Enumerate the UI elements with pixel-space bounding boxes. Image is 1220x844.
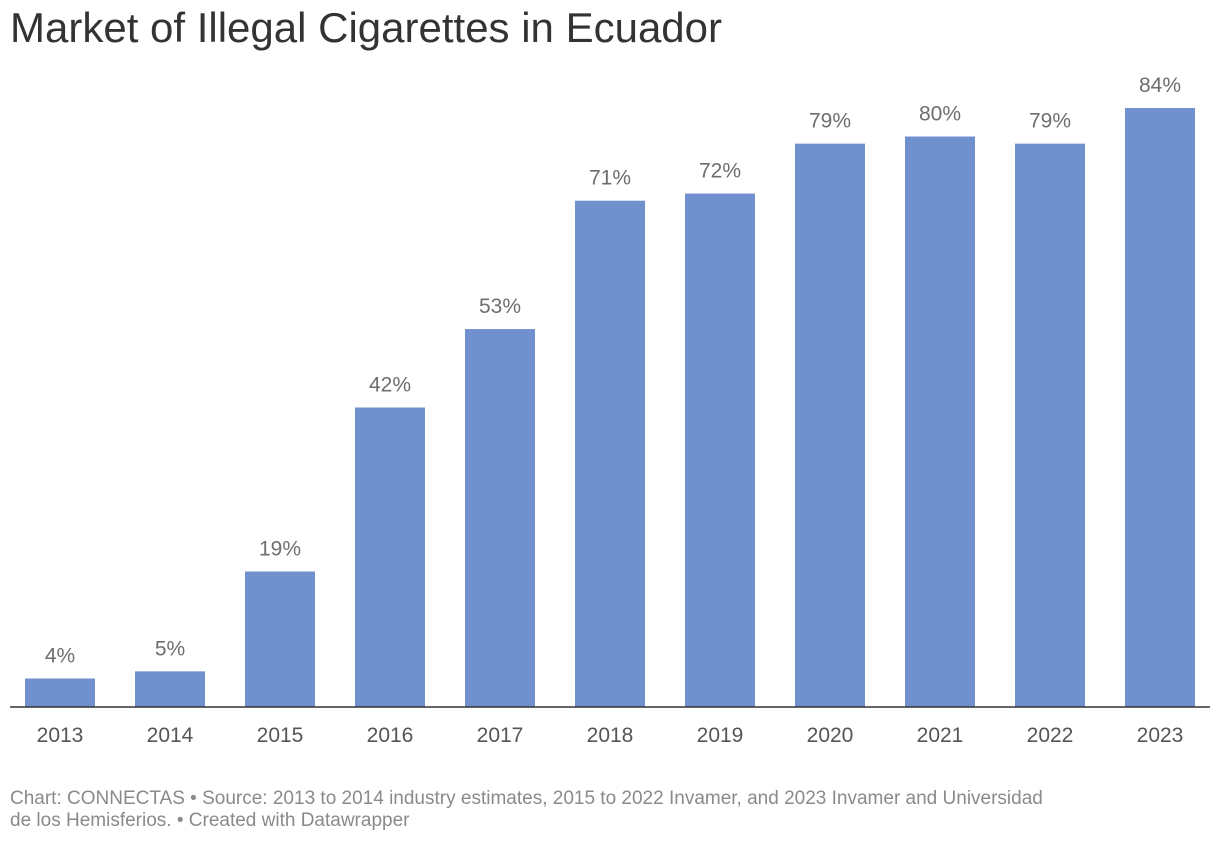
bar-2013	[25, 678, 95, 707]
x-tick-label-2015: 2015	[257, 724, 304, 747]
chart-footer: Chart: CONNECTAS • Source: 2013 to 2014 …	[10, 788, 1210, 832]
value-label-2016: 42%	[369, 374, 411, 397]
bar-2023	[1125, 108, 1195, 707]
bar-2014	[135, 671, 205, 707]
value-label-2019: 72%	[699, 160, 741, 183]
footer-source-line-2: de los Hemisferios. • Created with Dataw…	[10, 810, 410, 831]
x-tick-label-2022: 2022	[1027, 724, 1074, 747]
bar-2015	[245, 571, 315, 707]
value-labels-group: 4% 5% 19% 42% 53% 71% 72% 79% 80% 79% 84%	[45, 74, 1181, 667]
footer-source-line-1: Chart: CONNECTAS • Source: 2013 to 2014 …	[10, 788, 1043, 809]
chart-title: Market of Illegal Cigarettes in Ecuador	[10, 4, 723, 51]
bar-2022	[1015, 143, 1085, 707]
x-tick-label-2016: 2016	[367, 724, 414, 747]
bar-2018	[575, 200, 645, 707]
x-tick-label-2019: 2019	[697, 724, 744, 747]
value-label-2018: 71%	[589, 167, 631, 190]
bar-2021	[905, 136, 975, 707]
bars-group	[25, 108, 1195, 708]
bar-2019	[685, 193, 755, 708]
value-label-2017: 53%	[479, 295, 521, 318]
value-label-2023: 84%	[1139, 74, 1181, 97]
bar-2017	[465, 329, 535, 707]
x-tick-label-2018: 2018	[587, 724, 634, 747]
bar-2020	[795, 143, 865, 707]
x-tick-label-2014: 2014	[147, 724, 194, 747]
x-tick-label-2021: 2021	[917, 724, 964, 747]
value-label-2015: 19%	[259, 538, 301, 561]
value-label-2021: 80%	[919, 103, 961, 126]
x-tick-label-2013: 2013	[37, 724, 84, 747]
value-label-2020: 79%	[809, 110, 851, 133]
x-tick-labels-group: 2013 2014 2015 2016 2017 2018 2019 2020 2021 2022…	[37, 724, 1184, 747]
value-label-2014: 5%	[155, 637, 185, 660]
x-tick-label-2020: 2020	[807, 724, 854, 747]
x-tick-label-2023: 2023	[1137, 724, 1184, 747]
x-tick-label-2017: 2017	[477, 724, 524, 747]
value-label-2013: 4%	[45, 644, 75, 667]
value-label-2022: 79%	[1029, 110, 1071, 133]
bar-2016	[355, 407, 425, 707]
